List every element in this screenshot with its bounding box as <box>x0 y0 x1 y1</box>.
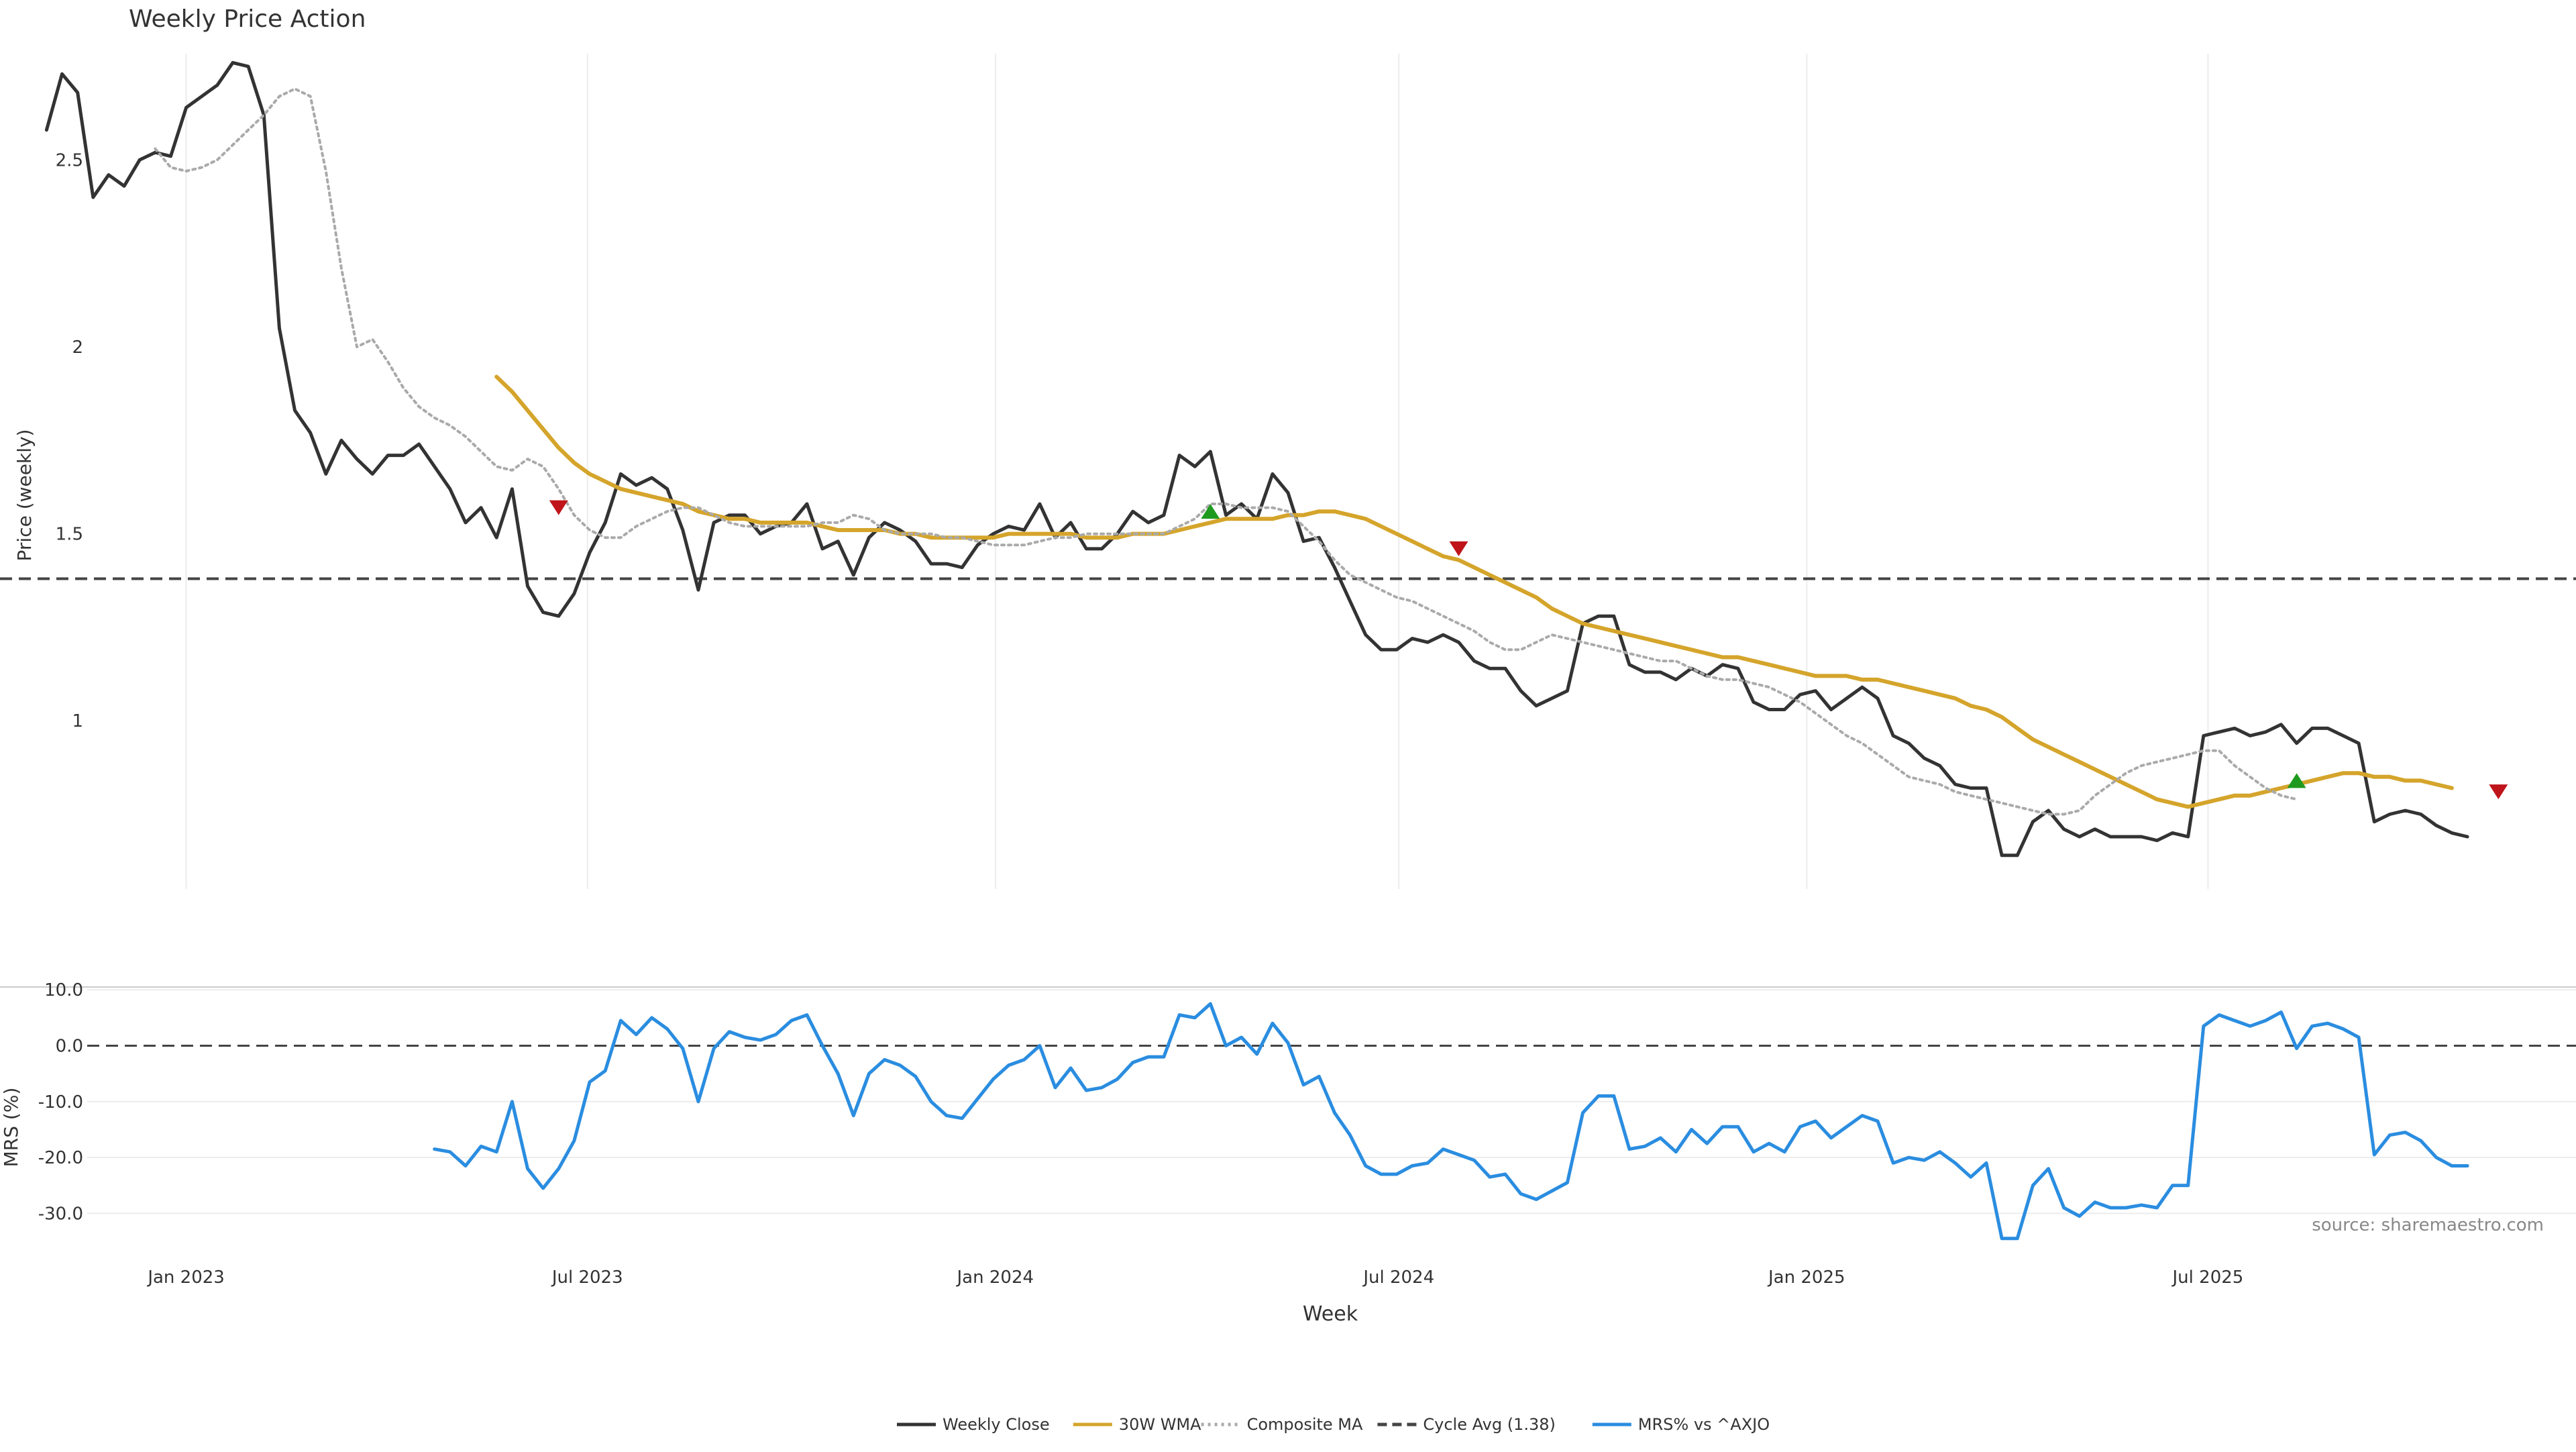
mrs-y-tick-label: 0.0 <box>56 1036 83 1056</box>
x-tick-label: Jan 2023 <box>146 1267 225 1288</box>
mrs-y-axis-label: MRS (%) <box>0 1088 22 1168</box>
mrs-grid <box>87 989 2576 1214</box>
price-y-tick-label: 1 <box>72 711 83 731</box>
buy-signal-marker <box>2287 773 2306 788</box>
mrs-y-ticks: 10.0 0.0 -10.0 -20.0 -30.0 <box>38 980 83 1224</box>
mrs-y-tick-label: -30.0 <box>38 1204 83 1224</box>
legend-label-mrs-vs-axjo: MRS% vs ^AXJO <box>1638 1415 1770 1434</box>
legend-label-30w-wma: 30W WMA <box>1119 1415 1201 1434</box>
price-y-axis-label: Price (weekly) <box>13 429 36 562</box>
mrs-y-tick-label: 10.0 <box>44 980 83 1000</box>
mrs-line <box>433 1002 2469 1241</box>
sell-signal-marker <box>2489 784 2508 800</box>
x-tick-label: Jan 2025 <box>1767 1267 1845 1288</box>
sell-signal-marker <box>1449 541 1468 556</box>
x-tick-label: Jul 2025 <box>2171 1267 2244 1288</box>
price-y-tick-label: 1.5 <box>56 525 83 545</box>
x-tick-label: Jul 2023 <box>551 1267 623 1288</box>
series-layer <box>44 60 2469 1241</box>
price-y-tick-label: 2 <box>72 338 83 358</box>
source-note: source: sharemaestro.com <box>2312 1215 2544 1235</box>
chart-title: Weekly Price Action <box>129 5 366 33</box>
mrs-y-tick-label: -20.0 <box>38 1148 83 1168</box>
buy-signal-marker <box>1201 504 1220 519</box>
x-axis-label: Week <box>1303 1302 1358 1326</box>
price-grid <box>185 54 2209 889</box>
legend-label-composite-ma: Composite MA <box>1247 1415 1363 1434</box>
legend-label-cycle-avg-1-38: Cycle Avg (1.38) <box>1423 1415 1555 1434</box>
30w-wma-line <box>494 374 2454 809</box>
composite-ma-line <box>154 87 2298 816</box>
sell-signal-marker <box>549 500 568 515</box>
price-y-ticks: 1 1.5 2 2.5 <box>56 150 83 731</box>
reference-lines <box>0 577 2576 1047</box>
marker-layer <box>549 500 2508 800</box>
price-y-tick-label: 2.5 <box>56 150 83 170</box>
x-tick-label: Jul 2024 <box>1362 1267 1434 1288</box>
x-ticks: Jan 2023 Jul 2023 Jan 2024 Jul 2024 Jan 2025… <box>146 1267 2243 1288</box>
legend-label-weekly-close: Weekly Close <box>943 1415 1050 1434</box>
mrs-y-tick-label: -10.0 <box>38 1092 83 1112</box>
x-tick-label: Jan 2024 <box>956 1267 1034 1288</box>
legend: Weekly Close 30W WMA Composite MA Cycle Avg… <box>897 1415 1770 1434</box>
